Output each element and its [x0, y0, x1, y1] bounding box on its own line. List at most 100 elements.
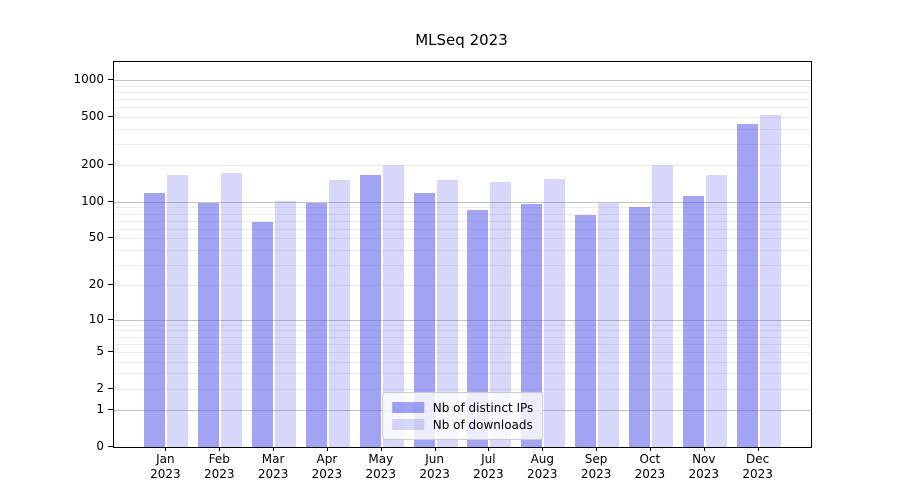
bar-downloads-oct	[651, 165, 673, 447]
gridline-minor	[114, 330, 811, 332]
bar-downloads-jun	[436, 179, 458, 447]
bar-downloads-mar	[275, 200, 297, 447]
y-axis-tick	[108, 200, 113, 202]
bar-distinct-ips-jul	[467, 210, 489, 447]
legend-label-distinct-ips: Nb of distinct IPs	[432, 400, 534, 415]
x-axis-tick	[219, 447, 221, 451]
bar-distinct-ips-oct	[628, 206, 650, 447]
x-tick-label-aug: Aug 2023	[507, 452, 577, 482]
bar-distinct-ips-sep	[575, 214, 597, 447]
legend-row-downloads: Nb of downloads	[391, 416, 534, 433]
x-tick-label-nov: Nov 2023	[669, 452, 739, 482]
bar-distinct-ips-mar	[252, 222, 274, 447]
x-tick-month: May	[368, 452, 394, 466]
x-axis-tick	[488, 447, 490, 451]
bar-distinct-ips-apr	[305, 203, 327, 447]
x-tick-month: Apr	[316, 452, 338, 466]
legend-swatch-distinct-ips	[391, 402, 424, 413]
bar-downloads-nov	[705, 174, 727, 447]
y-axis-tick	[108, 164, 113, 166]
bar-distinct-ips-nov	[682, 196, 704, 447]
y-tick-label: 2	[96, 380, 104, 395]
gridline-minor	[114, 238, 811, 240]
x-tick-label-feb: Feb 2023	[184, 452, 254, 482]
gridline-minor	[114, 143, 811, 145]
x-axis-tick	[596, 447, 598, 451]
y-tick-label: 100	[81, 193, 104, 208]
gridline-minor	[114, 220, 811, 222]
x-axis-tick	[380, 447, 382, 451]
x-tick-month: Aug	[530, 452, 555, 466]
plot-area: Nb of distinct IPs Nb of downloads	[113, 61, 812, 448]
x-tick-year: 2023	[473, 467, 504, 481]
y-axis-tick	[108, 115, 113, 117]
x-tick-month: Jul	[481, 452, 496, 466]
x-tick-month: Oct	[639, 452, 661, 466]
bar-downloads-aug	[544, 178, 566, 447]
bar-downloads-feb	[221, 173, 243, 447]
bar-distinct-ips-dec	[736, 124, 758, 447]
x-axis-tick	[434, 447, 436, 451]
y-tick-label: 200	[81, 157, 104, 172]
gridline-minor	[114, 336, 811, 338]
y-tick-label: 1000	[73, 71, 104, 86]
gridline-minor	[114, 128, 811, 130]
gridline-minor	[114, 207, 811, 209]
x-axis-tick	[542, 447, 544, 451]
x-axis-tick	[165, 447, 167, 451]
x-tick-year: 2023	[257, 467, 289, 481]
gridline-minor	[114, 165, 811, 167]
chart-title: MLSeq 2023	[415, 31, 508, 49]
gridline-major	[114, 79, 811, 81]
x-tick-year: 2023	[742, 467, 773, 481]
x-tick-label-sep: Sep 2023	[561, 452, 631, 482]
x-tick-label-apr: Apr 2023	[292, 452, 362, 482]
gridline-major	[114, 319, 811, 321]
y-axis-tick	[108, 446, 113, 447]
y-tick-label: 1	[96, 402, 104, 417]
bar-distinct-ips-feb	[198, 203, 220, 447]
y-tick-label: 50	[88, 230, 104, 245]
y-axis-tick	[108, 387, 113, 389]
y-axis-tick	[108, 237, 113, 239]
bar-distinct-ips-jun	[413, 192, 435, 447]
gridline-minor	[114, 228, 811, 230]
legend-row-distinct-ips: Nb of distinct IPs	[391, 399, 534, 416]
bar-downloads-dec	[759, 115, 781, 447]
gridline-minor	[114, 85, 811, 87]
gridline-minor	[114, 324, 811, 326]
x-tick-year: 2023	[311, 467, 343, 481]
x-tick-label-jun: Jun 2023	[400, 452, 470, 482]
gridline-minor	[114, 343, 811, 345]
x-axis-tick	[273, 447, 275, 451]
legend: Nb of distinct IPs Nb of downloads	[381, 392, 544, 440]
gridline-minor	[114, 98, 811, 100]
x-tick-label-oct: Oct 2023	[615, 452, 685, 482]
x-tick-label-may: May 2023	[346, 452, 416, 482]
x-axis-tick	[703, 447, 705, 451]
gridline-minor	[114, 373, 811, 375]
legend-swatch-downloads	[391, 419, 424, 430]
x-tick-month: Mar	[261, 452, 285, 466]
y-axis-tick	[108, 409, 113, 411]
legend-label-downloads: Nb of downloads	[432, 417, 533, 432]
bar-downloads-jan	[167, 175, 189, 447]
y-tick-label: 5	[96, 343, 104, 358]
bar-distinct-ips-aug	[521, 204, 543, 447]
gridline-minor	[114, 388, 811, 390]
gridline-major	[114, 201, 811, 203]
bar-downloads-jul	[490, 181, 512, 447]
x-tick-month: Dec	[745, 452, 770, 466]
y-axis-tick	[108, 350, 113, 352]
x-tick-label-mar: Mar 2023	[238, 452, 308, 482]
bar-distinct-ips-jan	[144, 193, 166, 447]
x-tick-month: Nov	[692, 452, 716, 466]
bar-downloads-sep	[598, 202, 620, 447]
y-tick-label: 10	[88, 311, 104, 326]
x-tick-year: 2023	[365, 467, 397, 481]
y-axis-tick	[108, 284, 113, 286]
x-tick-month: Jun	[425, 452, 444, 466]
gridline-minor	[114, 116, 811, 118]
y-axis-tick	[108, 78, 113, 80]
